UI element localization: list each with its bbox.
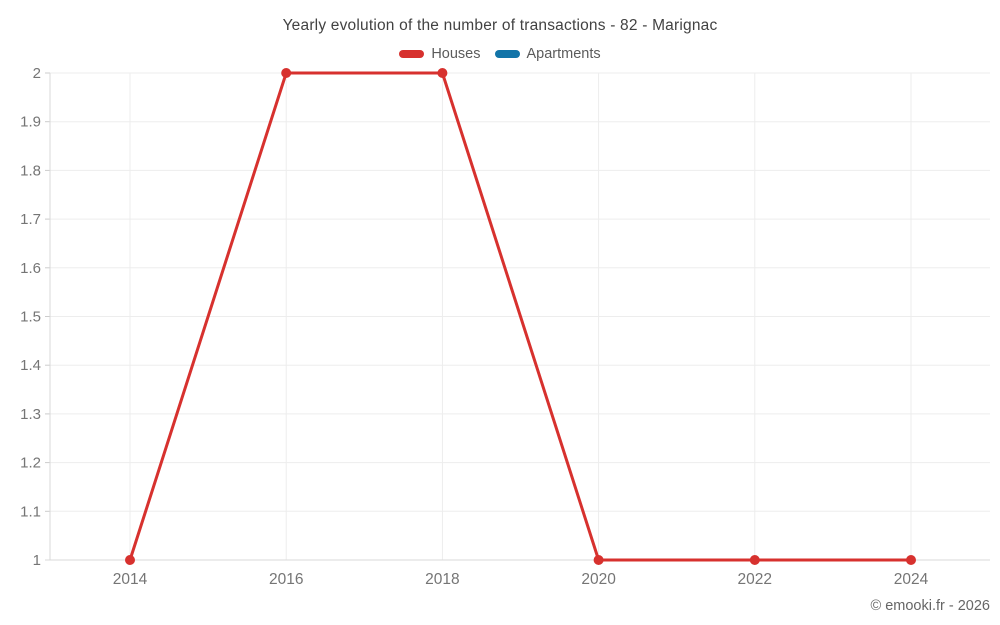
y-tick-label: 1.6 [20,260,41,277]
series-line-houses [128,71,913,562]
y-tick-label: 1.3 [20,406,41,423]
y-tick-label: 1.2 [20,455,41,472]
watermark: © emooki.fr - 2026 [870,598,990,614]
x-tick-label: 2024 [894,571,929,588]
x-tick-label: 2018 [425,571,459,588]
x-tick-label: 2014 [113,571,148,588]
data-point-houses [593,555,604,565]
y-tick-label: 2 [33,65,41,82]
y-tick-label: 1.1 [20,503,41,520]
data-point-houses [281,68,292,78]
legend-label-houses: Houses [431,46,481,62]
data-point-houses [125,555,135,565]
apartments-series-swatch-icon [494,50,520,58]
data-point-houses [906,555,916,565]
legend-label-apartments: Apartments [526,46,601,62]
data-point-houses [437,68,448,78]
data-point-houses [749,555,760,565]
y-tick-label: 1 [33,552,41,569]
y-tick-label: 1.7 [20,211,41,228]
y-tick-label: 1.4 [20,357,41,374]
x-tick-label: 2020 [581,571,616,588]
legend-item-apartments[interactable]: Apartments [494,46,601,62]
houses-series-swatch-icon [399,50,425,58]
x-tick-label: 2022 [738,571,772,588]
y-tick-label: 1.8 [20,162,41,179]
x-tick-label: 2016 [269,571,303,588]
y-tick-label: 1.9 [20,114,41,131]
y-tick-label: 1.5 [20,309,41,326]
legend-item-houses[interactable]: Houses [399,46,481,62]
chart-title: Yearly evolution of the number of transa… [282,17,718,34]
chart-legend: Houses Apartments [0,46,1000,62]
